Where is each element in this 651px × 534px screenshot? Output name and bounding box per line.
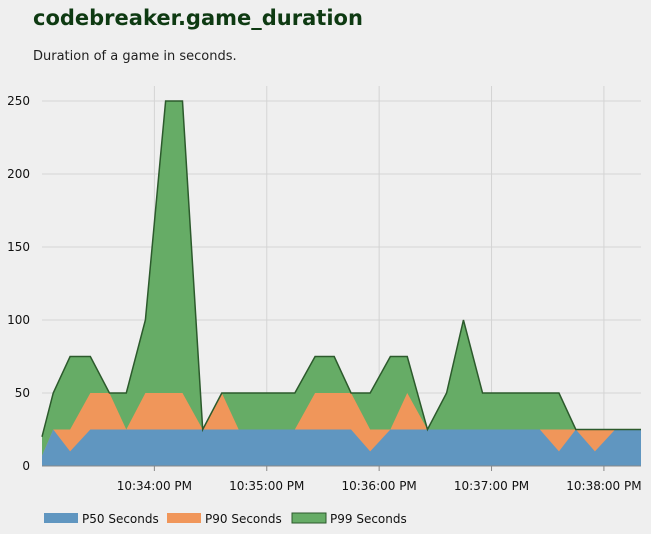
x-tick-label: 10:38:00 PM — [566, 479, 641, 493]
legend-item: P50 Seconds — [44, 512, 159, 526]
y-tick-label: 250 — [7, 94, 30, 108]
x-tick-label: 10:35:00 PM — [229, 479, 304, 493]
legend-swatch — [167, 513, 201, 523]
x-axis: 10:34:00 PM 10:35:00 PM 10:36:00 PM 10:37:0… — [42, 465, 642, 493]
y-tick-label: 200 — [7, 167, 30, 181]
series-area-p50-seconds — [42, 429, 641, 466]
legend-swatch — [44, 513, 78, 523]
series-area-p99-seconds — [42, 101, 641, 466]
y-axis: 0 50 100 150 200 250 — [7, 94, 30, 473]
legend-label: P90 Seconds — [205, 512, 282, 526]
y-tick-label: 150 — [7, 240, 30, 254]
x-tick-label: 10:34:00 PM — [117, 479, 192, 493]
x-tick-label: 10:37:00 PM — [454, 479, 529, 493]
y-tick-label: 50 — [15, 386, 30, 400]
x-tick-label: 10:36:00 PM — [341, 479, 416, 493]
legend-item: P90 Seconds — [167, 512, 282, 526]
series-areas — [42, 101, 641, 466]
y-tick-label: 100 — [7, 313, 30, 327]
y-tick-label: 0 — [22, 459, 30, 473]
legend-label: P99 Seconds — [330, 512, 407, 526]
legend: P50 Seconds P90 Seconds P99 Seconds — [44, 512, 407, 526]
series-line-p99-seconds — [41, 100, 641, 437]
legend-item: P99 Seconds — [291, 512, 407, 526]
series-lines — [41, 100, 641, 437]
legend-label: P50 Seconds — [82, 512, 159, 526]
chart-title: codebreaker.game_duration — [33, 6, 363, 30]
legend-swatch — [291, 512, 327, 524]
chart-subtitle: Duration of a game in seconds. — [33, 49, 237, 64]
